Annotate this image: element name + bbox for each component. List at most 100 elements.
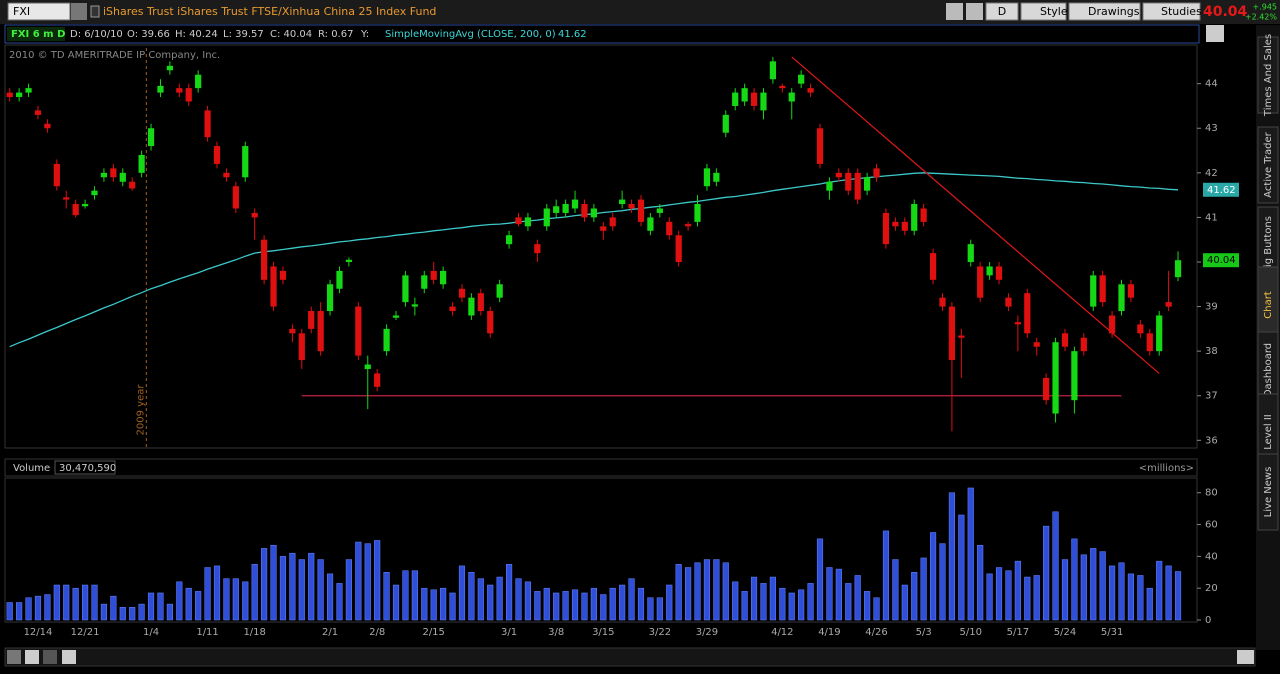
candle-body xyxy=(967,244,974,262)
candle-body xyxy=(788,92,795,102)
volume-bar xyxy=(63,584,70,621)
volume-bar xyxy=(609,587,616,621)
button-label: Drawings xyxy=(1088,5,1140,18)
side-tab[interactable] xyxy=(1257,126,1279,204)
volume-bar xyxy=(270,544,277,621)
candle-body xyxy=(779,85,786,89)
button[interactable] xyxy=(1020,2,1067,21)
candle-body xyxy=(6,92,13,98)
volume-bar xyxy=(336,583,343,621)
y-tick-label: 37 xyxy=(1205,391,1218,402)
candle-body xyxy=(628,204,635,209)
candle-body xyxy=(1080,337,1087,352)
info-field: R: 0.67 xyxy=(318,29,353,40)
y-tick-label: 60 xyxy=(1205,520,1218,531)
volume-bar xyxy=(854,575,861,621)
tool-icon[interactable] xyxy=(966,3,983,20)
volume-bar xyxy=(308,552,315,621)
button[interactable] xyxy=(1068,2,1141,21)
x-tick-label: 5/24 xyxy=(1054,627,1076,638)
scrollbar[interactable] xyxy=(4,647,1256,667)
tool-icon[interactable] xyxy=(946,3,963,20)
candle-body xyxy=(534,244,541,254)
candle-body xyxy=(703,168,711,187)
change: +.945 xyxy=(1252,3,1277,12)
candle-body xyxy=(524,217,532,227)
candle-body xyxy=(929,253,937,280)
volume-bar xyxy=(929,532,937,621)
button[interactable] xyxy=(1142,2,1201,21)
expand[interactable] xyxy=(1237,650,1254,664)
price-tag-label: 41.62 xyxy=(1207,185,1236,196)
candle-body xyxy=(807,88,814,93)
candle-body xyxy=(911,204,918,231)
volume-bar xyxy=(628,578,635,621)
volume-bar xyxy=(571,589,579,621)
volume-header xyxy=(4,458,1198,477)
candle-body xyxy=(166,65,173,71)
volume-bar xyxy=(807,583,814,621)
candle-body xyxy=(430,270,437,280)
side-tab[interactable] xyxy=(1257,453,1279,531)
candle-body xyxy=(939,297,946,307)
button-label: Studies xyxy=(1161,5,1202,18)
volume-bar xyxy=(656,597,663,621)
volume-bar xyxy=(1109,565,1116,621)
candle-body xyxy=(892,221,899,227)
candle-body xyxy=(383,328,390,352)
button-label: D xyxy=(998,5,1006,18)
volume-bar xyxy=(355,541,362,621)
volume-bar xyxy=(100,603,108,621)
volume-total: 30,470,590 xyxy=(59,463,116,474)
zoom-in[interactable] xyxy=(25,650,39,664)
candle-body xyxy=(270,266,277,307)
side-tab[interactable] xyxy=(1257,36,1279,114)
candle-body xyxy=(882,212,890,245)
symbol-dropdown[interactable] xyxy=(71,3,87,20)
candle-body xyxy=(1061,333,1069,347)
volume-bar xyxy=(515,578,522,621)
volume-bar xyxy=(986,573,993,621)
zoom-out[interactable] xyxy=(7,650,21,664)
candle-body xyxy=(609,217,616,227)
volume-bar xyxy=(637,587,645,621)
candle-body xyxy=(44,123,51,129)
volume-bar xyxy=(1014,560,1021,621)
volume-bar xyxy=(82,584,89,621)
volume-bar xyxy=(534,591,541,621)
candle-body xyxy=(147,128,155,147)
candle-body xyxy=(1024,293,1031,334)
candle-body xyxy=(326,284,334,312)
candle-body xyxy=(1090,275,1097,307)
candle-body xyxy=(91,190,98,196)
chart-settings-icon[interactable] xyxy=(1206,25,1224,42)
candle-body xyxy=(355,306,362,356)
volume-bar xyxy=(600,594,607,621)
candle-body xyxy=(496,284,503,298)
candle-body xyxy=(958,335,965,338)
volume-bar xyxy=(345,559,352,621)
volume-bar xyxy=(458,565,466,621)
side-tab-label: Live News xyxy=(1263,467,1274,518)
link-icon[interactable] xyxy=(90,5,100,18)
volume-bar xyxy=(487,584,494,621)
zoom-reset[interactable] xyxy=(43,650,57,664)
info-field: H: 40.24 xyxy=(175,29,218,40)
study-name: SimpleMovingAvg (CLOSE, 200, 0) xyxy=(385,29,556,40)
symbol-box[interactable] xyxy=(7,2,71,21)
volume-bar xyxy=(232,578,239,621)
candle-body xyxy=(647,217,654,231)
volume-bar xyxy=(1127,573,1135,621)
volume-bar xyxy=(25,597,32,621)
candle-body xyxy=(675,235,682,262)
info-bar xyxy=(4,24,1200,44)
volume-bar xyxy=(694,562,701,621)
y-tick-label: 40 xyxy=(1205,551,1218,562)
volume-bar xyxy=(213,565,221,621)
volume-bar xyxy=(750,576,758,621)
drawing-tool[interactable] xyxy=(62,650,76,664)
button[interactable] xyxy=(985,2,1019,21)
volume-bar xyxy=(421,587,428,621)
x-tick-label: 3/29 xyxy=(696,627,718,638)
volume-title: Volume xyxy=(13,463,50,474)
